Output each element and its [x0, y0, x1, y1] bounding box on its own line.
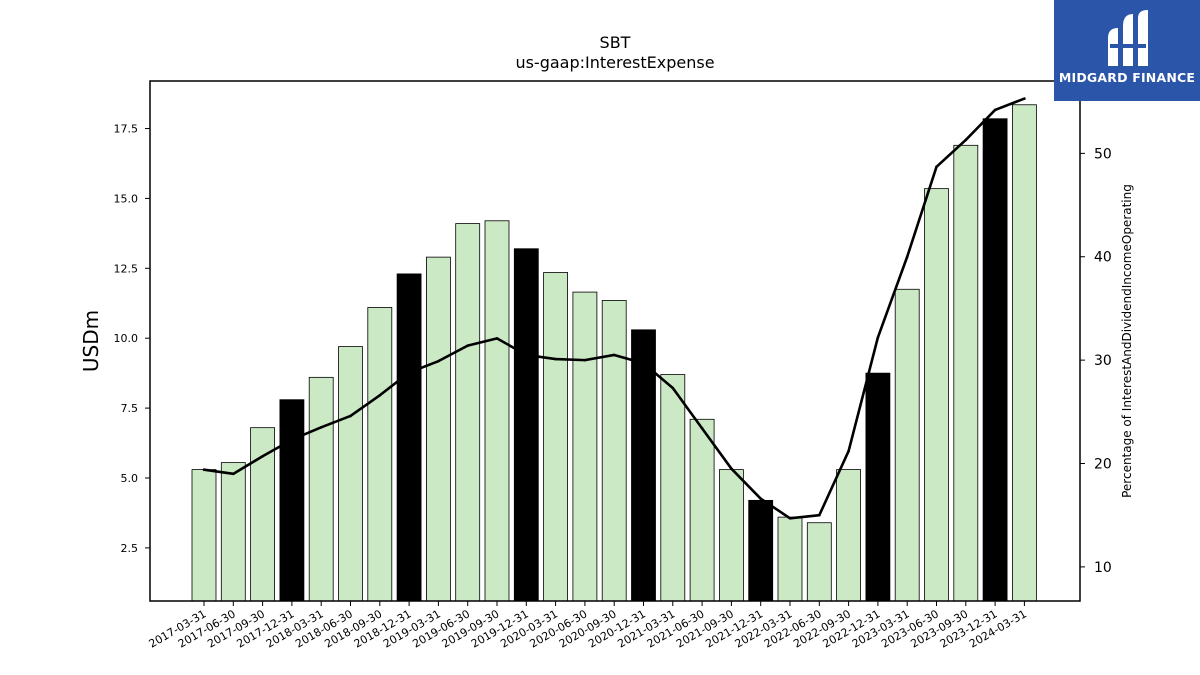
x-axis: 2017-03-312017-06-302017-09-302017-12-31…	[147, 601, 1029, 651]
line-point-2021-06-30	[700, 427, 704, 430]
line-point-2017-12-31	[290, 438, 294, 442]
line-point-2018-03-31	[319, 426, 323, 429]
line-point-2020-03-31	[554, 357, 557, 361]
bar-2022-12-31	[865, 372, 891, 602]
line-point-2019-06-30	[466, 344, 470, 347]
line-point-2022-06-30	[818, 513, 821, 517]
y-tick-label: 5.0	[121, 472, 139, 485]
y-tick-label: 7.5	[121, 402, 139, 415]
y2-tick-label: 10	[1094, 560, 1112, 576]
line-point-2023-06-30	[935, 165, 938, 169]
plot-frame	[149, 80, 1081, 602]
bar-2023-12-31	[982, 118, 1008, 602]
bar-2020-09-30	[601, 300, 627, 602]
bar-2023-03-31	[894, 288, 920, 602]
bar-2023-09-30	[953, 144, 979, 602]
y-tick-label: 15.0	[114, 192, 139, 205]
line-point-2020-06-30	[583, 358, 587, 362]
bar-2020-06-30	[572, 291, 598, 602]
chart-title: SBT	[600, 33, 631, 52]
left-axis: 2.5 5.0 7.5 10.0 12.5 15.0 17.5	[114, 123, 150, 555]
line-point-2018-12-31	[407, 371, 411, 374]
line-point-2017-06-30	[232, 472, 235, 476]
bar-2023-06-30	[924, 188, 949, 602]
line-point-2019-09-30	[495, 337, 499, 340]
bar-2021-03-31	[660, 374, 686, 602]
bar-2017-06-30	[220, 462, 246, 602]
bar-2018-12-31	[396, 273, 422, 602]
y2-axis-label: Percentage of InterestAndDividendIncomeO…	[1120, 184, 1134, 498]
bar-2020-03-31	[543, 272, 568, 602]
chart-subtitle: us-gaap:InterestExpense	[515, 53, 714, 72]
y-tick-label: 17.5	[114, 123, 139, 136]
bar-2021-06-30	[689, 418, 715, 602]
bar-2017-09-30	[250, 427, 276, 602]
line-point-2021-12-31	[759, 497, 762, 500]
bar-2020-12-31	[631, 329, 656, 602]
bars-layer	[191, 104, 1037, 602]
bar-2017-12-31	[279, 399, 305, 602]
y-tick-label: 12.5	[114, 262, 139, 275]
bar-2022-06-30	[806, 522, 832, 602]
y-tick-label: 2.5	[121, 542, 139, 555]
line-point-2017-03-31	[202, 468, 206, 472]
bar-2018-09-30	[367, 307, 393, 602]
bar-2022-03-31	[777, 516, 803, 602]
bar-2017-03-31	[191, 469, 217, 602]
bar-2019-03-31	[425, 256, 451, 602]
y2-tick-label: 20	[1094, 457, 1112, 473]
line-point-2020-12-31	[642, 361, 645, 365]
line-point-2021-03-31	[671, 386, 675, 390]
bar-2024-03-31	[1012, 104, 1037, 602]
line-point-2023-09-30	[964, 138, 968, 142]
midgard-finance-logo: MIDGARD FINANCE	[1054, 0, 1200, 101]
y2-tick-label: 50	[1094, 146, 1112, 162]
brand-name: MIDGARD FINANCE	[1058, 70, 1196, 85]
line-point-2024-03-31	[1023, 97, 1026, 100]
y-axis-label: USDm	[79, 310, 103, 372]
bar-2018-06-30	[338, 346, 363, 602]
line-point-2019-12-31	[525, 353, 528, 357]
line-point-2018-09-30	[378, 393, 382, 397]
line-point-2021-09-30	[730, 467, 733, 470]
bar-2019-06-30	[455, 223, 481, 602]
line-point-2019-03-31	[437, 359, 440, 363]
line-point-2022-12-31	[876, 336, 880, 339]
line-point-2020-09-30	[612, 353, 616, 357]
y-tick-label: 10.0	[114, 332, 139, 345]
line-point-2023-12-31	[993, 108, 997, 112]
y2-tick-label: 40	[1094, 250, 1112, 266]
y2-tick-label: 30	[1094, 353, 1112, 369]
bar-2021-09-30	[719, 469, 744, 602]
line-point-2022-09-30	[847, 449, 850, 453]
midgard-finance-logo-icon	[1108, 10, 1148, 66]
line-point-2022-03-31	[788, 516, 792, 520]
right-axis: 10 20 30 40 50	[1080, 146, 1112, 576]
line-point-2023-03-31	[905, 255, 909, 259]
bar-2019-12-31	[513, 248, 539, 602]
bar-2022-09-30	[836, 469, 861, 602]
line-layer	[202, 97, 1026, 520]
bar-2018-03-31	[308, 376, 334, 602]
line-point-2018-06-30	[349, 414, 352, 418]
bar-2019-09-30	[484, 220, 510, 602]
bar-2021-12-31	[748, 499, 774, 602]
line-point-2017-09-30	[261, 454, 264, 458]
